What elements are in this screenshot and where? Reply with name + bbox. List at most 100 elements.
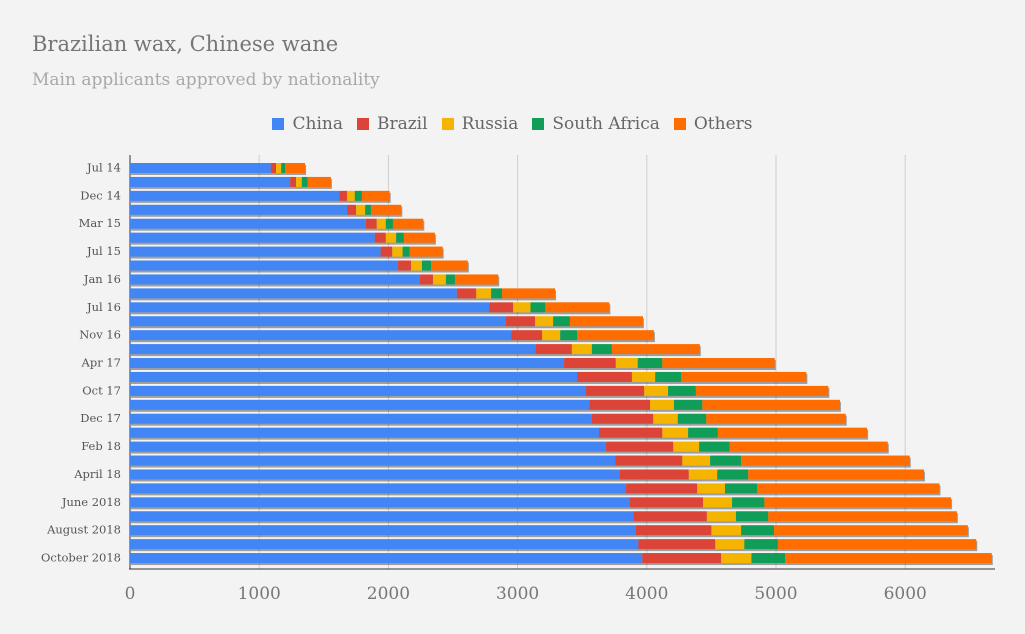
bar-segment-russia [706,511,736,522]
bar-segment-south-africa [591,344,612,355]
bar-segment-south-africa [673,399,703,410]
bar-segment-russia [703,497,733,508]
bar-segment-others [307,176,331,187]
bar-segment-brazil [619,469,689,480]
bar-segment-china [130,385,587,396]
bar-segment-russia [715,539,745,550]
bar-segment-brazil [630,497,704,508]
legend-item: South Africa [532,114,660,134]
bar-segment-south-africa [421,260,432,271]
bar-segment-brazil [374,232,386,243]
bar-segment-china [130,274,421,285]
x-tick-label: 5000 [754,584,797,604]
bar-segment-brazil [598,427,663,438]
legend-item: Brazil [356,114,428,134]
bar-segment-others [502,288,556,299]
bar-segment-russia [476,288,492,299]
bar-segment-russia [411,260,422,271]
bar-segment-others [681,371,807,382]
bar-segment-china [130,427,599,438]
bar-segment-brazil [339,190,348,201]
bar-segment-brazil [638,539,716,550]
bar-segment-china [130,246,381,257]
bar-segment-others [409,246,443,257]
bar-segment-south-africa [530,302,546,313]
bar-segment-brazil [606,441,674,452]
bar-segment-south-africa [385,218,393,229]
bar-segment-china [130,176,291,187]
bar-segment-brazil [380,246,393,257]
bar-segment-brazil [398,260,412,271]
bar-segment-south-africa [365,204,371,215]
bar-segment-others [545,302,610,313]
bar-segment-china [130,316,506,327]
bar-segment-others [777,539,977,550]
y-tick-label: April 18 [73,467,121,481]
bar-segment-south-africa [637,358,663,369]
bar-segment-south-africa [553,316,570,327]
bar-segment-china [130,553,643,564]
bar-segment-others [611,344,700,355]
x-tick-label: 3000 [496,584,539,604]
y-tick-label: Mar 15 [79,216,121,230]
bar-segment-brazil [577,371,632,382]
legend-item: Russia [441,114,519,134]
bar-segment-china [130,469,620,480]
bar-segment-south-africa [491,288,503,299]
bar-segment-others [662,358,775,369]
bar-segment-russia [385,232,397,243]
bar-segment-russia [513,302,531,313]
bar-segment-china [130,344,536,355]
bar-segment-brazil [535,344,572,355]
legend-label: Russia [461,114,519,134]
y-tick-label: Nov 16 [79,328,121,342]
bar-segment-south-africa [741,525,775,536]
y-tick-label: Jul 16 [86,300,121,314]
y-tick-label: Dec 14 [80,188,121,202]
y-tick-label: Jan 16 [83,272,121,286]
bar-segment-russia [356,204,366,215]
legend-swatch [272,118,285,130]
bar-segment-china [130,511,634,522]
x-tick-label: 2000 [367,584,410,604]
bar-segment-south-africa [655,371,682,382]
legend-label: Others [693,114,753,134]
bar-segment-others [768,511,957,522]
y-tick-label: Jul 15 [86,244,121,258]
y-tick-label: June 2018 [61,495,121,509]
bar-segment-russia [376,218,386,229]
bar-segment-brazil [615,455,683,466]
bar-segment-china [130,483,627,494]
bar-segment-south-africa [396,232,404,243]
bar-segment-russia [697,483,725,494]
bar-segment-russia [571,344,592,355]
bar-segment-china [130,441,607,452]
bar-segment-others [785,553,992,564]
bar-segment-russia [347,190,355,201]
bar-segment-brazil [456,288,477,299]
bar-segment-others [729,441,888,452]
bar-segment-china [130,232,375,243]
bar-segment-others [774,525,968,536]
bar-segment-others [706,413,846,424]
bar-segment-brazil [365,218,377,229]
bar-segment-russia [711,525,742,536]
bar-segment-russia [673,441,700,452]
bar-segment-russia [535,316,554,327]
bar-segment-others [702,399,840,410]
bar-segment-others [717,427,868,438]
bar-segment-south-africa [354,190,362,201]
bar-segment-china [130,455,616,466]
bar-segment-others [370,204,402,215]
bar-segment-russia [542,330,561,341]
bar-segment-others [569,316,643,327]
y-tick-label: August 2018 [46,523,121,537]
y-tick-label: Dec 17 [80,411,121,425]
legend: China Brazil Russia South Africa Others [0,114,1025,135]
legend-item: China [272,114,343,134]
bar-segment-russia [688,469,718,480]
bar-segment-south-africa [699,441,730,452]
bar-segment-russia [662,427,689,438]
bar-segment-russia [682,455,711,466]
bar-segment-brazil [586,385,645,396]
